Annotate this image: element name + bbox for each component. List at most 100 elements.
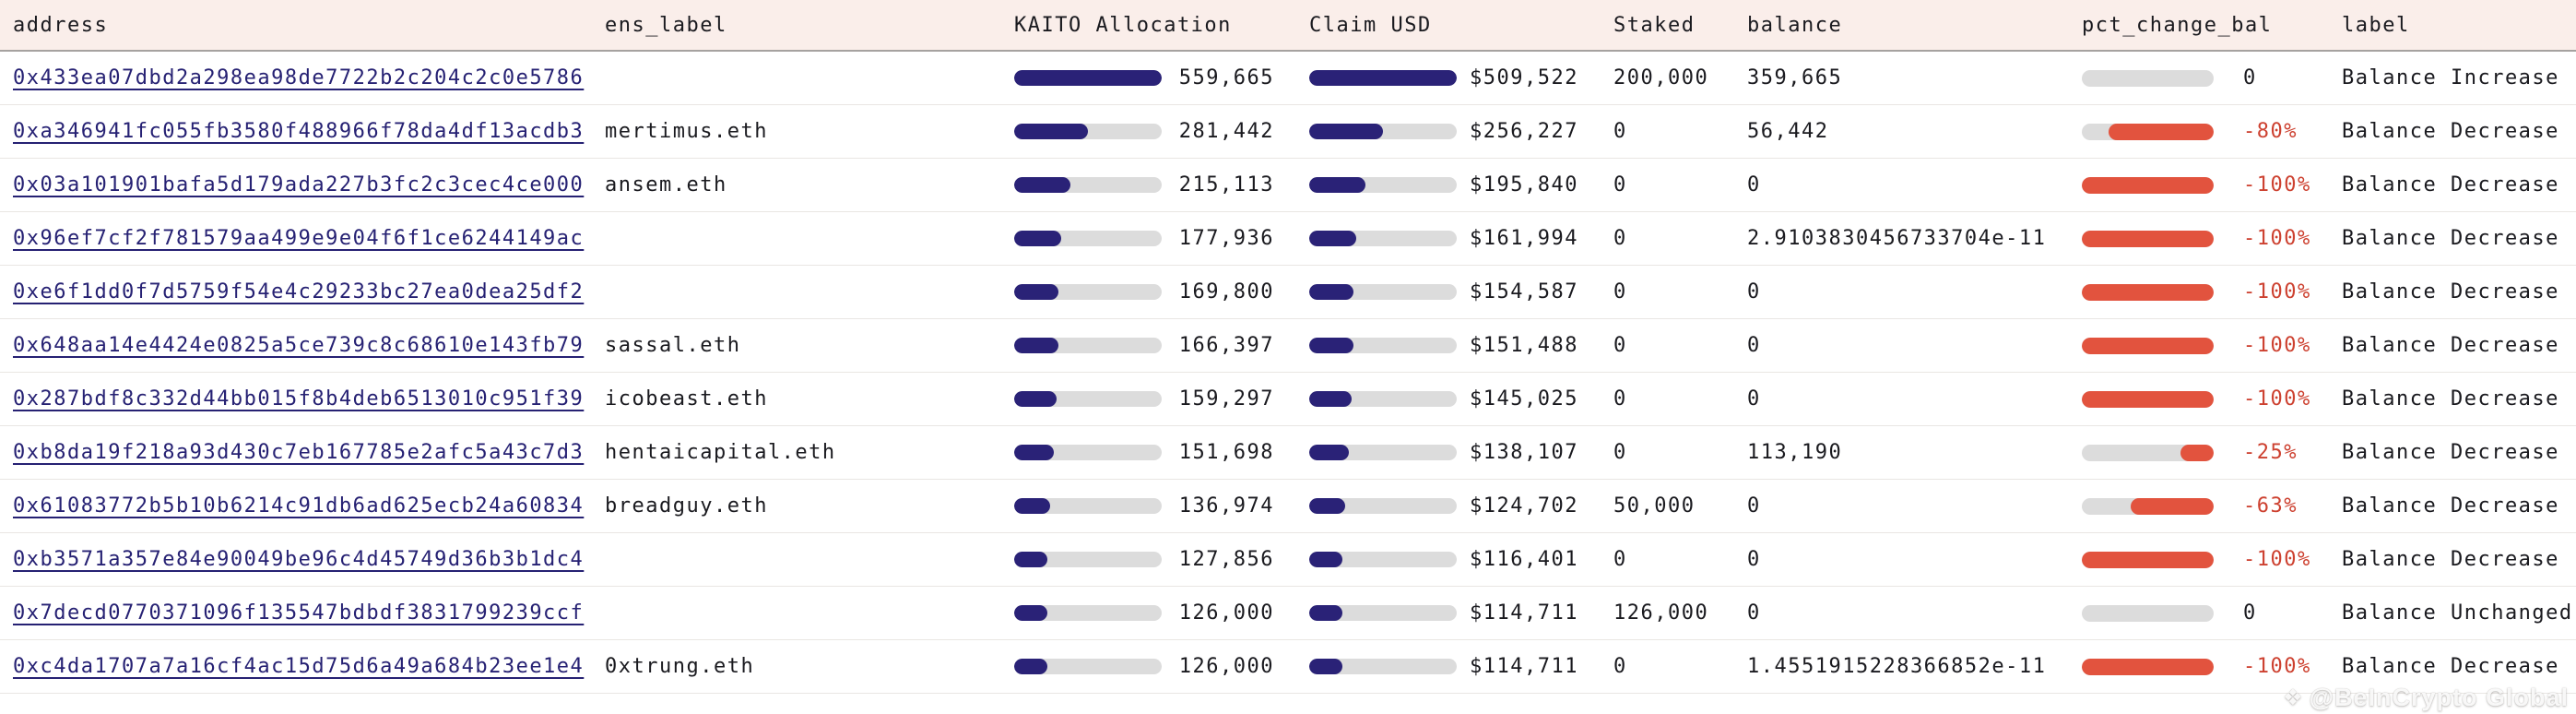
address-link[interactable]: 0x7decd0770371096f135547bdbdf3831799239c… — [13, 601, 585, 625]
claim-usd-value: $124,702 — [1470, 494, 1578, 518]
header-claim-usd: Claim USD — [1309, 13, 1432, 37]
kaito-bar-track — [1014, 338, 1162, 353]
table-row: 0x61083772b5b10b6214c91db6ad625ecb24a608… — [0, 480, 2576, 533]
header-staked: Staked — [1613, 13, 1696, 37]
address-link[interactable]: 0xe6f1dd0f7d5759f54e4c29233bc27ea0dea25d… — [13, 280, 585, 303]
claim-bar-track — [1309, 70, 1457, 86]
balance-cell: 0 — [1747, 387, 1761, 411]
ens-label-cell — [605, 266, 1014, 318]
kaito-allocation-value: 559,665 — [1178, 66, 1274, 89]
claim-usd-cell: $138,107 — [1309, 426, 1613, 479]
ens-label-cell: hentaicapital.eth — [605, 441, 836, 464]
label-cell: Balance Decrease — [2342, 494, 2559, 518]
pct-change-value: -100% — [2243, 548, 2311, 571]
address-cell: 0xa346941fc055fb3580f488966f78da4df13acd… — [0, 105, 605, 158]
watermark-text: @BeInCrypto Global — [2309, 684, 2569, 711]
address-link[interactable]: 0x61083772b5b10b6214c91db6ad625ecb24a608… — [13, 494, 585, 518]
kaito-bar-fill — [1014, 338, 1058, 353]
label-cell: Balance Decrease — [2342, 334, 2559, 357]
pct-bar-track — [2082, 390, 2214, 408]
claim-bar-fill — [1309, 70, 1457, 86]
pct-bar-track — [2082, 230, 2214, 247]
kaito-allocation-cell: 136,974 — [1014, 480, 1309, 532]
kaito-bar-fill — [1014, 498, 1051, 514]
address-link[interactable]: 0xb8da19f218a93d430c7eb167785e2afc5a43c7… — [13, 441, 585, 464]
table-row: 0x433ea07dbd2a298ea98de7722b2c204c2c0e57… — [0, 52, 2576, 105]
pct-change-cell: -100% — [2082, 159, 2342, 211]
kaito-bar-fill — [1014, 552, 1048, 567]
address-link[interactable]: 0x96ef7cf2f781579aa499e9e04f6f1ce6244149… — [13, 227, 585, 250]
watermark: ❖ @BeInCrypto Global — [2283, 684, 2569, 712]
table-row: 0x96ef7cf2f781579aa499e9e04f6f1ce6244149… — [0, 212, 2576, 266]
claim-usd-cell: $151,488 — [1309, 319, 1613, 372]
table-row: 0xb3571a357e84e90049be96c4d45749d36b3b1d… — [0, 533, 2576, 587]
address-link[interactable]: 0xb3571a357e84e90049be96c4d45749d36b3b1d… — [13, 548, 585, 571]
kaito-allocation-value: 169,800 — [1178, 280, 1274, 303]
beincrypto-diamond-icon: ❖ — [2283, 685, 2304, 710]
address-link[interactable]: 0xa346941fc055fb3580f488966f78da4df13acd… — [13, 120, 585, 143]
kaito-allocation-cell: 559,665 — [1014, 52, 1309, 104]
kaito-bar-fill — [1014, 124, 1089, 139]
claim-bar-track — [1309, 124, 1457, 139]
balance-cell: 113,190 — [1747, 441, 1843, 464]
claim-bar-fill — [1309, 391, 1352, 407]
pct-change-value: -100% — [2243, 280, 2311, 303]
table-row: 0xe6f1dd0f7d5759f54e4c29233bc27ea0dea25d… — [0, 266, 2576, 319]
kaito-bar-track — [1014, 124, 1162, 139]
pct-bar-track — [2082, 123, 2214, 140]
kaito-bar-fill — [1014, 659, 1047, 674]
address-link[interactable]: 0x03a101901bafa5d179ada227b3fc2c3cec4ce0… — [13, 173, 585, 196]
kaito-bar-track — [1014, 70, 1162, 86]
address-cell: 0x61083772b5b10b6214c91db6ad625ecb24a608… — [0, 480, 605, 532]
header-kaito-allocation: KAITO Allocation — [1014, 13, 1232, 37]
kaito-bar-track — [1014, 552, 1162, 567]
balance-cell: 0 — [1747, 494, 1761, 518]
claim-usd-cell: $114,711 — [1309, 640, 1613, 693]
claim-usd-cell: $116,401 — [1309, 533, 1613, 586]
address-link[interactable]: 0x648aa14e4424e0825a5ce739c8c68610e143fb… — [13, 334, 585, 357]
claim-usd-value: $509,522 — [1470, 66, 1578, 89]
address-cell: 0x7decd0770371096f135547bdbdf3831799239c… — [0, 587, 605, 639]
pct-change-value: -100% — [2243, 655, 2311, 678]
claim-bar-track — [1309, 177, 1457, 193]
claim-usd-value: $154,587 — [1470, 280, 1578, 303]
claim-bar-track — [1309, 659, 1457, 674]
ens-label-cell — [605, 212, 1014, 265]
ens-label-cell: ansem.eth — [605, 173, 727, 196]
header-label: label — [2342, 13, 2410, 37]
table-row: 0x287bdf8c332d44bb015f8b4deb6513010c951f… — [0, 373, 2576, 426]
address-link[interactable]: 0x287bdf8c332d44bb015f8b4deb6513010c951f… — [13, 387, 585, 411]
ens-label-cell: icobeast.eth — [605, 387, 768, 411]
balance-cell: 56,442 — [1747, 120, 1829, 143]
balance-cell: 359,665 — [1747, 66, 1843, 89]
claim-usd-value: $256,227 — [1470, 120, 1578, 143]
claim-usd-value: $151,488 — [1470, 334, 1578, 357]
pct-bar-fill — [2130, 497, 2214, 515]
pct-bar-fill — [2082, 337, 2214, 354]
pct-bar-track — [2082, 604, 2214, 622]
claim-bar-fill — [1309, 659, 1342, 674]
ens-label-cell: sassal.eth — [605, 334, 741, 357]
address-cell: 0xc4da1707a7a16cf4ac15d75d6a49a684b23ee1… — [0, 640, 605, 693]
pct-change-cell: -100% — [2082, 212, 2342, 265]
claim-bar-fill — [1309, 498, 1346, 514]
staked-cell: 0 — [1613, 120, 1627, 143]
address-cell: 0xb8da19f218a93d430c7eb167785e2afc5a43c7… — [0, 426, 605, 479]
address-cell: 0x96ef7cf2f781579aa499e9e04f6f1ce6244149… — [0, 212, 605, 265]
table-body: 0x433ea07dbd2a298ea98de7722b2c204c2c0e57… — [0, 52, 2576, 694]
kaito-allocation-value: 166,397 — [1178, 334, 1274, 357]
label-cell: Balance Unchanged — [2342, 601, 2573, 625]
pct-change-cell: -63% — [2082, 480, 2342, 532]
kaito-allocation-cell: 126,000 — [1014, 587, 1309, 639]
address-link[interactable]: 0x433ea07dbd2a298ea98de7722b2c204c2c0e57… — [13, 66, 585, 89]
kaito-bar-fill — [1014, 445, 1055, 460]
kaito-allocation-cell: 169,800 — [1014, 266, 1309, 318]
staked-cell: 50,000 — [1613, 494, 1696, 518]
pct-change-cell: 0 — [2082, 587, 2342, 639]
staked-cell: 0 — [1613, 655, 1627, 678]
pct-bar-fill — [2082, 283, 2214, 301]
kaito-allocation-cell: 151,698 — [1014, 426, 1309, 479]
address-link[interactable]: 0xc4da1707a7a16cf4ac15d75d6a49a684b23ee1… — [13, 655, 585, 678]
balance-cell: 0 — [1747, 601, 1761, 625]
header-balance: balance — [1747, 13, 1843, 37]
